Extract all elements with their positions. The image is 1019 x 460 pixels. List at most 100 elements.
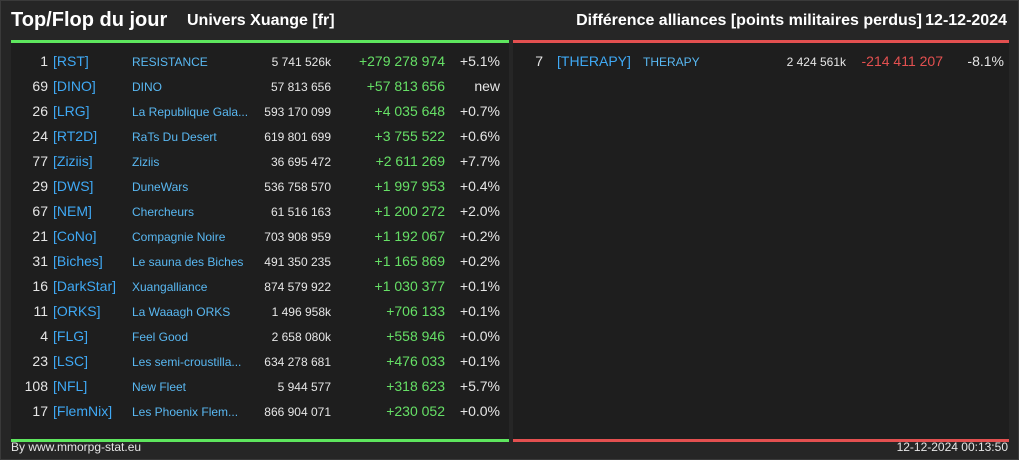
alliance-name-link[interactable]: THERAPY bbox=[643, 55, 700, 69]
alliance-percent: +0.0% bbox=[459, 403, 500, 419]
alliance-row: 69 [DINO] DINO 57 813 656 +57 813 656 new bbox=[11, 73, 509, 98]
alliance-row: 17 [FlemNix] Les Phoenix Flem... 866 904 07… bbox=[11, 398, 509, 423]
source-credit: By www.mmorpg-stat.eu bbox=[11, 440, 142, 454]
alliance-tag-link[interactable]: [RT2D] bbox=[53, 128, 98, 144]
alliance-points: 866 904 071 bbox=[264, 405, 331, 419]
alliance-tag-link[interactable]: [THERAPY] bbox=[557, 53, 631, 69]
alliance-name-link[interactable]: Xuangalliance bbox=[132, 280, 208, 294]
alliance-tag-link[interactable]: [LRG] bbox=[53, 103, 90, 119]
alliance-points: 593 170 099 bbox=[264, 105, 331, 119]
alliance-tag-link[interactable]: [RST] bbox=[53, 53, 89, 69]
alliance-rank: 29 bbox=[32, 178, 48, 194]
alliance-rank: 1 bbox=[40, 53, 48, 69]
alliance-percent: +0.1% bbox=[459, 278, 500, 294]
alliance-points: 619 801 699 bbox=[264, 130, 331, 144]
alliance-tag-link[interactable]: [NFL] bbox=[53, 378, 88, 394]
alliance-diff: +318 623 bbox=[386, 378, 445, 394]
alliance-percent: +0.1% bbox=[459, 303, 500, 319]
alliance-diff: +4 035 648 bbox=[374, 103, 445, 119]
alliance-name-link[interactable]: Ziziis bbox=[132, 155, 160, 169]
alliance-percent: +0.1% bbox=[459, 353, 500, 369]
alliance-row: 21 [CoNo] Compagnie Noire 703 908 959 +1 192… bbox=[11, 223, 509, 248]
alliance-percent: +0.7% bbox=[459, 103, 500, 119]
alliance-rank: 16 bbox=[32, 278, 48, 294]
alliance-name-link[interactable]: New Fleet bbox=[132, 380, 187, 394]
alliance-rank: 69 bbox=[32, 78, 48, 94]
date-label: 12-12-2024 bbox=[925, 12, 1007, 29]
alliance-row: 67 [NEM] Chercheurs 61 516 163 +1 200 272 +2.… bbox=[11, 198, 509, 223]
alliance-rank: 4 bbox=[40, 328, 48, 344]
page-title: Top/Flop du jour bbox=[11, 9, 168, 31]
alliance-diff: +1 997 953 bbox=[374, 178, 445, 194]
alliance-tag-link[interactable]: [DWS] bbox=[53, 178, 94, 194]
alliance-name-link[interactable]: DINO bbox=[132, 80, 162, 94]
alliance-diff: +1 030 377 bbox=[374, 278, 445, 294]
alliance-rank: 26 bbox=[32, 103, 48, 119]
alliance-row: 23 [LSC] Les semi-croustilla... 634 278 681… bbox=[11, 348, 509, 373]
alliance-row: 108 [NFL] New Fleet 5 944 577 +318 623 +5.7% bbox=[11, 373, 509, 398]
alliance-name-link[interactable]: Les semi-croustilla... bbox=[132, 355, 242, 369]
alliance-diff: +476 033 bbox=[386, 353, 445, 369]
alliance-points: 703 908 959 bbox=[264, 230, 331, 244]
alliance-row: 26 [LRG] La Republique Gala... 593 170 099 +… bbox=[11, 98, 509, 123]
alliance-rank: 17 bbox=[32, 403, 48, 419]
alliance-name-link[interactable]: Les Phoenix Flem... bbox=[132, 405, 239, 419]
alliance-points: 2 424 561k bbox=[786, 55, 846, 69]
alliance-points: 5 944 577 bbox=[277, 380, 331, 394]
alliance-tag-link[interactable]: [FLG] bbox=[53, 328, 89, 344]
alliance-tag-link[interactable]: [DINO] bbox=[53, 78, 96, 94]
alliance-points: 491 350 235 bbox=[264, 255, 331, 269]
alliance-points: 61 516 163 bbox=[270, 205, 331, 219]
alliance-name-link[interactable]: La Waaagh ORKS bbox=[132, 305, 231, 319]
alliance-rank: 108 bbox=[24, 378, 48, 394]
alliance-diff: +3 755 522 bbox=[374, 128, 445, 144]
alliance-row: 24 [RT2D] RaTs Du Desert 619 801 699 +3 755 … bbox=[11, 123, 509, 148]
alliance-row: 29 [DWS] DuneWars 536 758 570 +1 997 953 +0.4… bbox=[11, 173, 509, 198]
alliance-diff: +706 133 bbox=[386, 303, 445, 319]
alliance-tag-link[interactable]: [NEM] bbox=[53, 203, 92, 219]
alliance-tag-link[interactable]: [Ziziis] bbox=[53, 153, 93, 169]
alliance-diff: +558 946 bbox=[386, 328, 445, 344]
alliance-tag-link[interactable]: [Biches] bbox=[53, 253, 103, 269]
timestamp: 12-12-2024 00:13:50 bbox=[896, 440, 1008, 454]
alliance-tag-link[interactable]: [DarkStar] bbox=[53, 278, 117, 294]
alliance-percent: +0.2% bbox=[459, 253, 500, 269]
alliance-percent: +0.4% bbox=[459, 178, 500, 194]
alliance-row: 11 [ORKS] La Waaagh ORKS 1 496 958k +706 133… bbox=[11, 298, 509, 323]
alliance-points: 36 695 472 bbox=[270, 155, 331, 169]
alliance-name-link[interactable]: DuneWars bbox=[132, 180, 189, 194]
alliance-percent: +5.1% bbox=[459, 53, 500, 69]
alliance-points: 1 496 958k bbox=[271, 305, 331, 319]
alliance-percent: +5.7% bbox=[459, 378, 500, 394]
alliance-name-link[interactable]: RESISTANCE bbox=[132, 55, 208, 69]
alliance-diff: +279 278 974 bbox=[358, 53, 445, 69]
alliance-percent: +0.6% bbox=[459, 128, 500, 144]
alliance-points: 634 278 681 bbox=[264, 355, 331, 369]
alliance-percent: -8.1% bbox=[967, 53, 1004, 69]
alliance-name-link[interactable]: Compagnie Noire bbox=[132, 230, 226, 244]
alliance-tag-link[interactable]: [CoNo] bbox=[53, 228, 97, 244]
alliance-percent: +2.0% bbox=[459, 203, 500, 219]
alliance-rank: 7 bbox=[535, 53, 543, 69]
alliance-name-link[interactable]: Le sauna des Biches bbox=[132, 255, 244, 269]
alliance-name-link[interactable]: Feel Good bbox=[132, 330, 189, 344]
universe-label: Univers Xuange [fr] bbox=[187, 12, 335, 29]
alliance-points: 5 741 526k bbox=[271, 55, 331, 69]
subtitle: Différence alliances [points militaires … bbox=[576, 12, 922, 29]
alliance-tag-link[interactable]: [FlemNix] bbox=[53, 403, 113, 419]
alliance-percent: +0.0% bbox=[459, 328, 500, 344]
alliance-tag-link[interactable]: [ORKS] bbox=[53, 303, 101, 319]
alliance-diff: +1 165 869 bbox=[374, 253, 445, 269]
alliance-row: 7 [THERAPY] THERAPY 2 424 561k -214 411 207 -… bbox=[513, 48, 1009, 73]
flop-panel: 7 [THERAPY] THERAPY 2 424 561k -214 411 207 -… bbox=[513, 40, 1009, 442]
alliance-points: 2 658 080k bbox=[271, 330, 331, 344]
alliance-name-link[interactable]: Chercheurs bbox=[132, 205, 195, 219]
alliance-diff: +2 611 269 bbox=[375, 153, 445, 169]
alliance-name-link[interactable]: La Republique Gala... bbox=[132, 105, 249, 119]
alliance-name-link[interactable]: RaTs Du Desert bbox=[132, 130, 217, 144]
alliance-row: 31 [Biches] Le sauna des Biches 491 350 235… bbox=[11, 248, 509, 273]
alliance-rank: 21 bbox=[32, 228, 48, 244]
alliance-diff: +57 813 656 bbox=[366, 78, 445, 94]
alliance-tag-link[interactable]: [LSC] bbox=[53, 353, 89, 369]
